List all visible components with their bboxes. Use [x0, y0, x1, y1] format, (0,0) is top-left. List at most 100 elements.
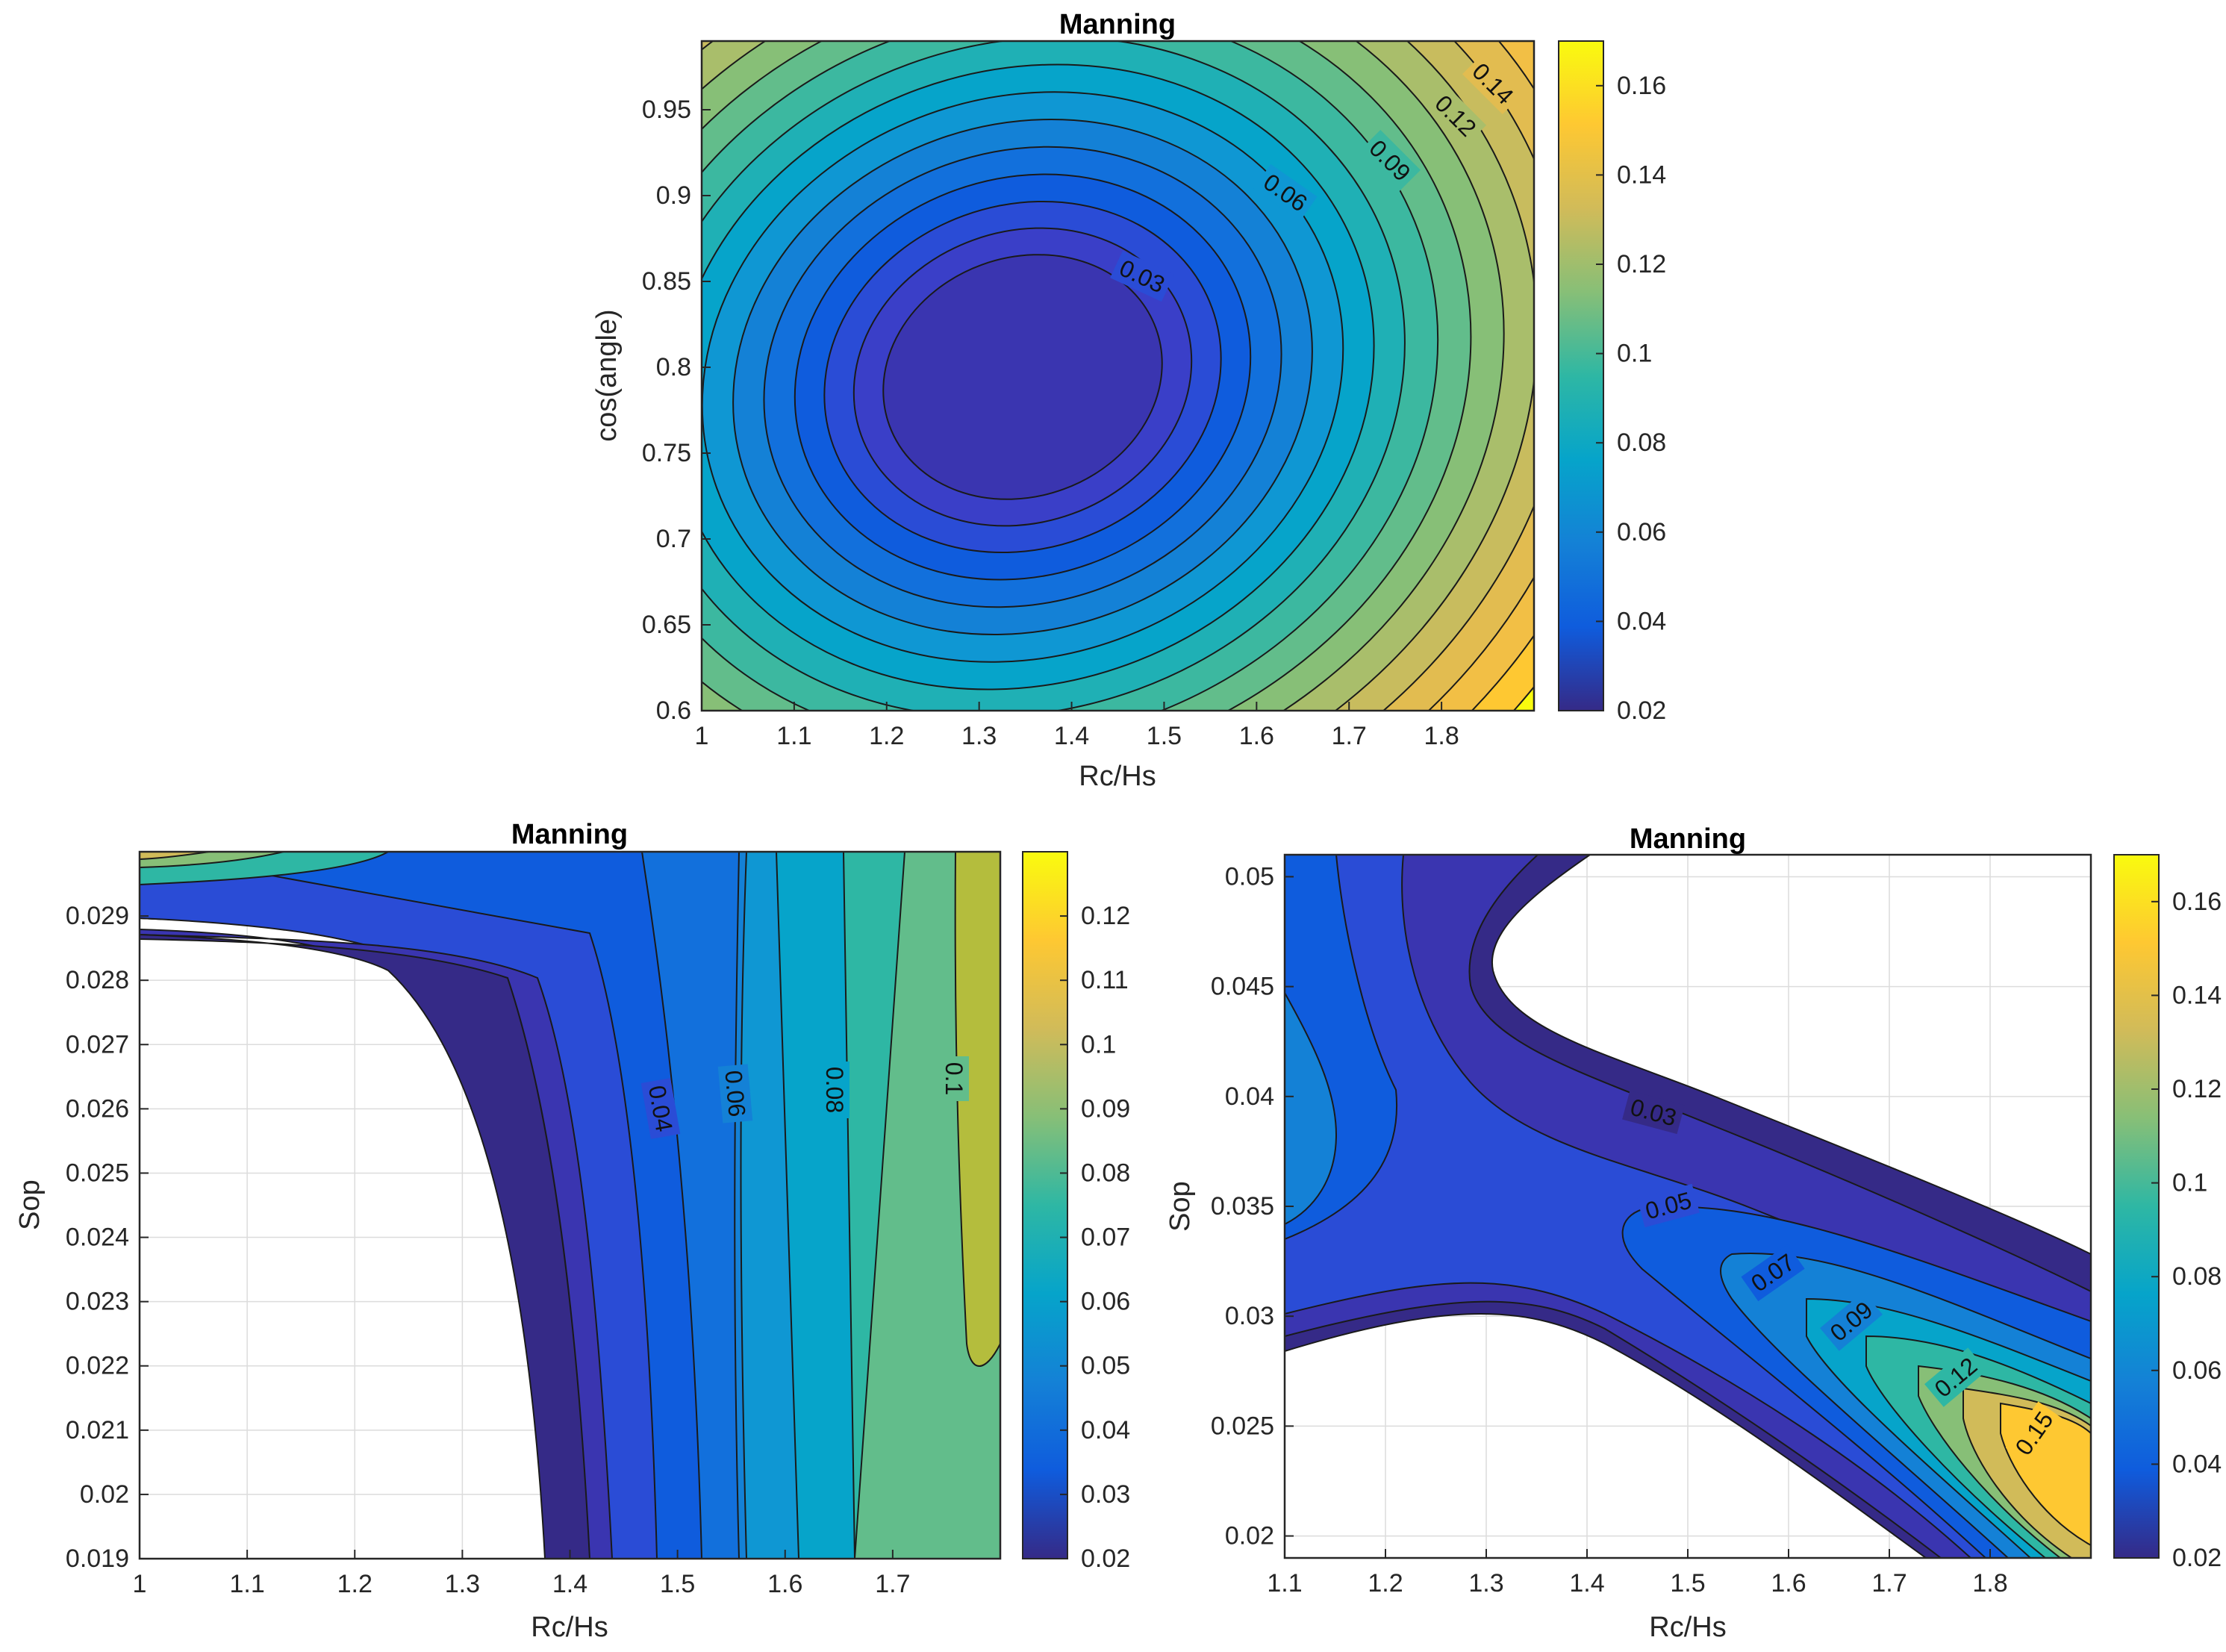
x-tick-label: 1.7 [1332, 722, 1367, 750]
contour-level [954, 852, 1000, 1367]
y-tick-label: 0.022 [66, 1352, 129, 1380]
colorbar-bottom-left [1022, 851, 1068, 1559]
colorbar-tick-label: 0.16 [2172, 888, 2222, 916]
y-axis-label-bottom-right: Sop [1165, 1181, 1196, 1232]
contour-field-bottom-left: 0.04 0.06 0.08 0.1 [140, 852, 1000, 1559]
contour-level [882, 254, 1163, 500]
x-tick-label: 1 [133, 1570, 147, 1598]
y-tick-label: 0.7 [656, 525, 691, 553]
x-tick-label: 1.3 [961, 722, 997, 750]
contour-label-0.06: 0.06 [717, 1064, 753, 1123]
y-tick-label: 0.03 [1225, 1302, 1274, 1330]
colorbar-tick-label: 0.08 [2172, 1262, 2222, 1291]
contour-label-0.09: 0.09 [1820, 1291, 1883, 1351]
x-tick-label: 1.5 [660, 1570, 695, 1598]
colorbar-tick-label: 0.03 [1081, 1480, 1130, 1509]
colorbar-tick-label: 0.1 [1617, 340, 1652, 368]
y-tick-label: 0.023 [66, 1288, 129, 1316]
y-axis-top: 0.6 0.65 0.7 0.75 0.8 0.85 0.9 0.95 [642, 96, 711, 725]
y-tick-label: 0.75 [642, 439, 691, 467]
x-tick-label: 1.8 [1972, 1569, 2007, 1598]
colorbar-tick-label: 0.1 [2172, 1169, 2207, 1197]
y-tick-label: 0.029 [66, 902, 129, 930]
y-tick-label: 0.8 [656, 353, 691, 381]
x-tick-label: 1.2 [337, 1570, 372, 1598]
colorbar-tick-label: 0.08 [1081, 1159, 1130, 1187]
x-tick-label: 1.2 [1368, 1569, 1403, 1598]
colorbar-tick-label: 0.14 [1617, 160, 1666, 189]
chart-title-top: Manning [1059, 9, 1176, 40]
colorbar-tick-label: 0.02 [2172, 1544, 2222, 1572]
x-tick-label: 1.6 [1771, 1569, 1806, 1598]
y-tick-label: 0.02 [1225, 1522, 1274, 1550]
contour-label-0.1: 0.1 [939, 1056, 969, 1101]
colorbar-tick-label: 0.04 [1617, 607, 1666, 635]
colorbar-tick-label: 0.02 [1081, 1545, 1130, 1573]
contour-level [140, 933, 591, 1559]
y-tick-label: 0.024 [66, 1224, 129, 1252]
svg-text:0.06: 0.06 [720, 1069, 750, 1118]
panel-bottom-left: 0.04 0.06 0.08 0.1 Manning 1 1.1 1.2 1.3 1.4… [14, 819, 1130, 1643]
colorbar-tick-label: 0.12 [2172, 1075, 2222, 1103]
y-tick-label: 0.025 [66, 1159, 129, 1187]
y-tick-label: 0.95 [642, 96, 691, 124]
svg-text:0.1: 0.1 [941, 1062, 967, 1095]
contour-field-top: 0.03 0.06 0.09 0.12 0.14 [702, 41, 1534, 711]
x-axis-top: 1 1.1 1.2 1.3 1.4 1.5 1.6 1.7 1.8 [695, 702, 1459, 750]
y-tick-label: 0.05 [1225, 862, 1274, 891]
chart-title-bottom-right: Manning [1630, 823, 1746, 855]
colorbar-ticks-bottom-right: 0.02 0.04 0.06 0.08 0.1 0.12 0.14 0.16 [2151, 888, 2222, 1572]
x-tick-label: 1.4 [1569, 1569, 1604, 1598]
x-tick-label: 1 [695, 722, 709, 750]
panel-top: 0.03 0.06 0.09 0.12 0.14 Manning 1 1.1 1.2… [591, 9, 1666, 792]
x-axis-bottom-left: 1 1.1 1.2 1.3 1.4 1.5 1.6 1.7 [133, 1550, 911, 1598]
contour-label-0.04: 0.04 [640, 1078, 681, 1139]
x-tick-label: 1.5 [1147, 722, 1182, 750]
colorbar-tick-label: 0.02 [1617, 696, 1666, 725]
x-tick-label: 1.4 [1054, 722, 1089, 750]
colorbar-tick-label: 0.05 [1081, 1352, 1130, 1380]
y-tick-label: 0.04 [1225, 1082, 1274, 1111]
contour-level [1285, 991, 1338, 1226]
x-tick-label: 1.3 [445, 1570, 480, 1598]
x-tick-label: 1.8 [1424, 722, 1459, 750]
x-tick-label: 1.1 [1267, 1569, 1302, 1598]
colorbar-tick-label: 0.16 [1617, 72, 1666, 100]
y-tick-label: 0.65 [642, 611, 691, 639]
colorbar-tick-label: 0.08 [1617, 428, 1666, 457]
y-tick-label: 0.021 [66, 1416, 129, 1444]
y-tick-label: 0.6 [656, 696, 691, 725]
y-tick-label: 0.02 [80, 1480, 129, 1509]
y-tick-label: 0.9 [656, 181, 691, 210]
x-axis-label-bottom-right: Rc/Hs [1649, 1612, 1726, 1643]
y-tick-label: 0.025 [1211, 1412, 1274, 1440]
x-tick-label: 1.5 [1670, 1569, 1705, 1598]
colorbar-tick-label: 0.12 [1081, 902, 1130, 930]
x-tick-label: 1.7 [1871, 1569, 1907, 1598]
x-tick-label: 1.7 [875, 1570, 910, 1598]
colorbar-tick-label: 0.12 [1617, 250, 1666, 278]
colorbar-tick-label: 0.04 [1081, 1416, 1130, 1444]
colorbar-top [1558, 40, 1604, 711]
colorbar-tick-label: 0.1 [1081, 1030, 1116, 1059]
chart-title-bottom-left: Manning [511, 819, 628, 850]
y-tick-label: 0.019 [66, 1545, 129, 1573]
x-tick-label: 1.1 [776, 722, 811, 750]
y-tick-label: 0.028 [66, 966, 129, 994]
x-tick-label: 1.4 [552, 1570, 587, 1598]
colorbar-tick-label: 0.07 [1081, 1224, 1130, 1252]
colorbar-ticks-top: 0.02 0.04 0.06 0.08 0.1 0.12 0.14 0.16 [1596, 72, 1666, 725]
x-axis-label-top: Rc/Hs [1079, 761, 1156, 792]
colorbar-tick-label: 0.11 [1081, 966, 1129, 994]
y-tick-label: 0.035 [1211, 1192, 1274, 1221]
colorbar-tick-label: 0.04 [2172, 1450, 2222, 1478]
x-tick-label: 1.2 [869, 722, 904, 750]
colorbar-bottom-right [2113, 854, 2160, 1559]
panel-bottom-right: 0.03 0.05 0.07 0.09 0.12 0.15 Manning 1.… [1165, 823, 2222, 1643]
colorbar-tick-label: 0.06 [1081, 1288, 1130, 1316]
y-tick-label: 0.027 [66, 1030, 129, 1059]
x-axis-bottom-right: 1.1 1.2 1.3 1.4 1.5 1.6 1.7 1.8 [1267, 1549, 2008, 1598]
axes-frame-top [700, 40, 1536, 712]
y-axis-label-top: cos(angle) [591, 309, 623, 441]
